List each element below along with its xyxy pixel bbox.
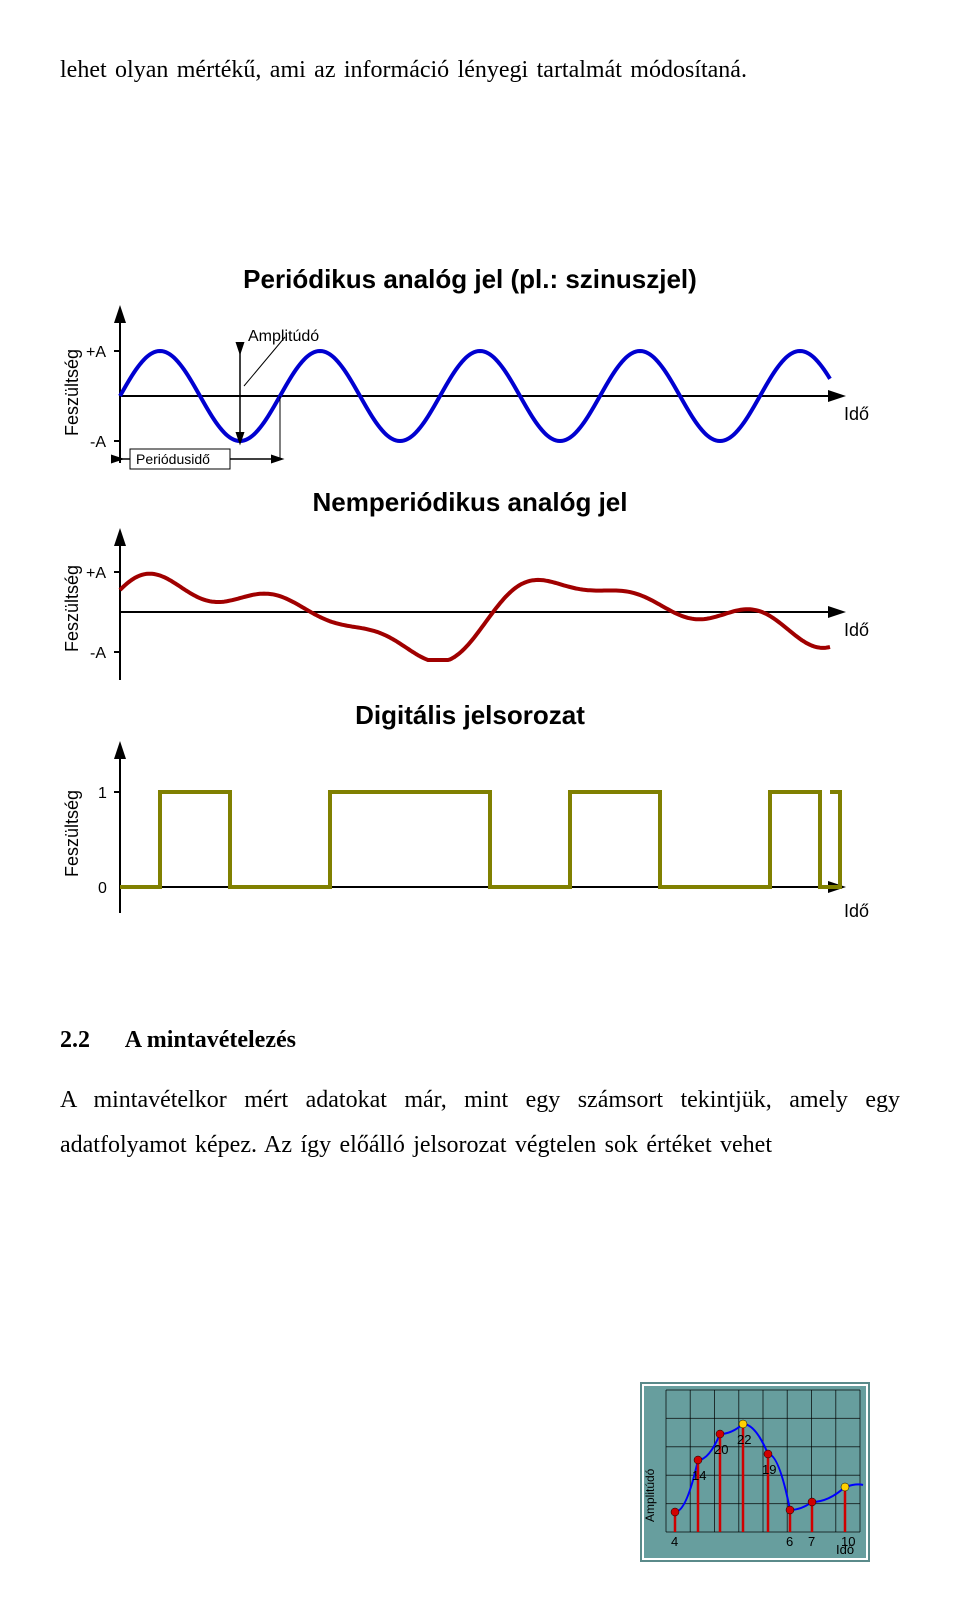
svg-text:Amplitúdó: Amplitúdó [248, 328, 319, 345]
digital-title: Digitális jelsorozat [60, 700, 880, 731]
section-paragraph: A mintavételkor mért adatokat már, mint … [60, 1078, 900, 1169]
periodic-title: Periódikus analóg jel (pl.: szinuszjel) [60, 264, 880, 295]
periodic-chart: +A -A Feszültség Idő Amplitúdó Periódusidő [60, 301, 880, 481]
section-title: A mintavételezés [125, 1027, 296, 1053]
svg-text:20: 20 [714, 1442, 728, 1457]
svg-text:Idő: Idő [844, 901, 869, 921]
svg-text:Idő: Idő [844, 404, 869, 424]
section-heading: 2.2 A mintavételezés [60, 1027, 900, 1054]
svg-text:+A: +A [86, 344, 106, 361]
svg-text:10: 10 [841, 1534, 855, 1549]
intro-paragraph: lehet olyan mértékű, ami az információ l… [60, 48, 900, 94]
svg-text:19: 19 [762, 1462, 776, 1477]
digital-chart: 1 0 Feszültség Idő [60, 737, 880, 927]
svg-text:Feszültség: Feszültség [62, 790, 82, 877]
svg-text:7: 7 [808, 1534, 815, 1549]
svg-text:14: 14 [692, 1468, 706, 1483]
svg-text:-A: -A [90, 434, 106, 451]
svg-text:+A: +A [86, 565, 106, 582]
svg-text:1: 1 [98, 785, 107, 802]
sampling-thumbnail: AmplitúdóIdő4142022196710 [640, 1382, 870, 1562]
svg-text:Feszültség: Feszültség [62, 349, 82, 436]
svg-text:Feszültség: Feszültség [62, 565, 82, 652]
svg-text:4: 4 [671, 1534, 678, 1549]
nonperiodic-title: Nemperiódikus analóg jel [60, 487, 880, 518]
nonperiodic-chart: +A -A Feszültség Idő [60, 524, 880, 694]
svg-text:22: 22 [737, 1432, 751, 1447]
svg-text:Amplitúdó: Amplitúdó [643, 1468, 657, 1522]
section-number: 2.2 [60, 1027, 120, 1054]
signal-figure: Periódikus analóg jel (pl.: szinuszjel) … [60, 264, 880, 927]
svg-text:Periódusidő: Periódusidő [136, 451, 210, 467]
svg-text:Idő: Idő [844, 620, 869, 640]
svg-text:0: 0 [98, 880, 107, 897]
svg-text:6: 6 [786, 1534, 793, 1549]
svg-text:-A: -A [90, 645, 106, 662]
